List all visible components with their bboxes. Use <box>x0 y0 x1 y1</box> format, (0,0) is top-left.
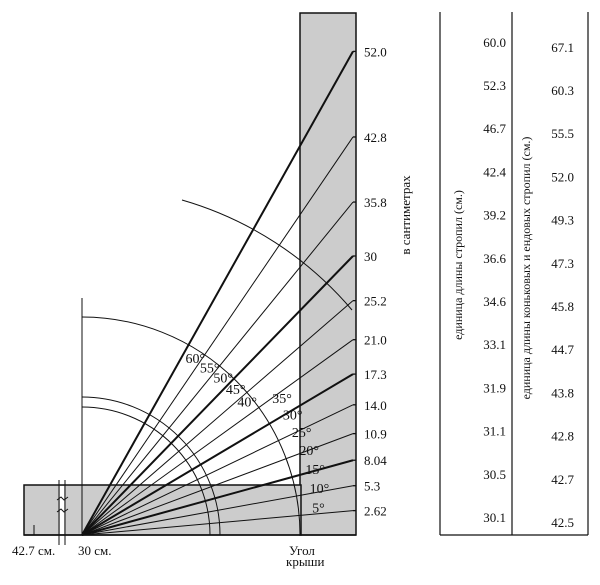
rise-label-35: 21.0 <box>364 333 387 348</box>
left-break-symbol-lower <box>56 508 69 513</box>
angle-label-5: 5° <box>312 501 325 516</box>
rise-label-20: 10.9 <box>364 427 387 442</box>
rafter-length-40: 39.2 <box>483 208 506 223</box>
rafter-ray-40 <box>81 300 354 536</box>
rafter-length-35: 36.6 <box>483 251 506 266</box>
rafter-length-20: 31.9 <box>483 380 506 395</box>
angle-arc-1 <box>81 316 301 536</box>
angle-arcs <box>81 199 353 536</box>
angle-label-50: 50° <box>213 372 233 387</box>
roof-angle-label-2: крыши <box>286 554 325 569</box>
rise-ticks <box>353 50 356 512</box>
rafter-length-5: 30.1 <box>483 510 506 525</box>
rise-label-50: 35.8 <box>364 195 387 210</box>
rise-label-60: 52.0 <box>364 44 387 59</box>
hip-length-20: 43.8 <box>551 385 574 400</box>
rise-label-25: 14.0 <box>364 398 387 413</box>
angle-label-30: 30° <box>283 409 303 424</box>
rise-label-10: 5.3 <box>364 479 380 494</box>
hip-length-40: 49.3 <box>551 213 574 228</box>
hip-length-10: 42.7 <box>551 472 574 487</box>
rafter-ray-10 <box>81 485 354 536</box>
hip-length-25: 44.7 <box>551 342 574 357</box>
rafter-ray-5 <box>81 510 354 536</box>
left-dimension-label: 42.7 см. <box>12 543 55 558</box>
rafter-ray-60 <box>81 50 354 536</box>
length-table: 30.1 30.5 31.1 31.9 33.1 34.6 36.6 39.2 42.4 46.7… <box>439 12 589 536</box>
rafter-length-55: 52.3 <box>483 78 506 93</box>
rise-label-55: 42.8 <box>364 130 387 145</box>
rafter-length-10: 30.5 <box>483 467 506 482</box>
rafter-length-60: 60.0 <box>483 35 506 50</box>
angle-label-60: 60° <box>186 352 206 367</box>
hip-length-45: 52.0 <box>551 169 574 184</box>
rafter-ray-20 <box>81 433 354 536</box>
angle-arc-outer <box>181 199 353 311</box>
left-break-symbol <box>56 496 69 501</box>
rafter-length-column: 30.1 30.5 31.1 31.9 33.1 34.6 36.6 39.2 42.4 46.7… <box>483 35 506 525</box>
rafter-length-15: 31.1 <box>483 424 506 439</box>
angle-label-15: 15° <box>305 463 325 478</box>
angle-label-10: 10° <box>310 482 330 497</box>
rafter-length-50: 46.7 <box>483 121 506 136</box>
angle-arc-2 <box>81 406 211 536</box>
rise-label-5: 2.62 <box>364 504 387 519</box>
rafter-length-45: 42.4 <box>483 164 506 179</box>
hip-length-30: 45.8 <box>551 299 574 314</box>
rise-label-30: 17.3 <box>364 367 387 382</box>
angle-label-55: 55° <box>200 361 220 376</box>
rise-scale-column <box>299 12 357 536</box>
angle-label-25: 25° <box>292 426 312 441</box>
rafter-ray-30 <box>81 373 354 536</box>
hip-length-60: 67.1 <box>551 40 574 55</box>
roof-angle-label-1: Угол <box>289 543 315 558</box>
hip-length-5: 42.5 <box>551 515 574 530</box>
angle-label-20: 20° <box>299 444 319 459</box>
hip-length-15: 42.8 <box>551 429 574 444</box>
rafter-column-label: единица длины стропил (см.) <box>451 190 465 340</box>
rafter-ray-15 <box>81 459 354 536</box>
rafter-ray-25 <box>81 404 354 536</box>
angle-arc-0 <box>81 396 221 536</box>
base-block <box>23 484 302 536</box>
hip-length-column: 42.5 42.7 42.8 43.8 44.7 45.8 47.3 49.3 52.0 55.5… <box>551 40 574 530</box>
angle-label-35: 35° <box>272 392 292 407</box>
rafter-ray-35 <box>81 339 354 536</box>
hip-column-label: единица длины коньковых и ендовых стропи… <box>519 137 533 400</box>
rafter-length-30: 34.6 <box>483 294 506 309</box>
base-dimension-label: 30 см. <box>78 543 112 558</box>
rafter-rays <box>81 50 354 536</box>
rafter-ray-55 <box>81 136 354 536</box>
rise-labels: 2.62 5.3 8.04 10.9 14.0 17.3 21.0 25.2 30 35.8 42.… <box>364 44 387 518</box>
rise-label-15: 8.04 <box>364 453 387 468</box>
rafter-ray-50 <box>81 201 354 536</box>
rafter-ray-45 <box>81 255 354 536</box>
angle-labels: 5° 10° 15° 20° 25° 30° 35° 40°45°50°55°60° <box>186 352 330 516</box>
rise-axis-label: в сантиметрах <box>398 175 413 255</box>
rafter-length-25: 33.1 <box>483 337 506 352</box>
hip-length-35: 47.3 <box>551 256 574 271</box>
hip-length-50: 55.5 <box>551 126 574 141</box>
hip-length-55: 60.3 <box>551 83 574 98</box>
rise-label-40: 25.2 <box>364 294 387 309</box>
rise-label-45: 30 <box>364 249 377 264</box>
angle-label-40: 40° <box>237 396 257 411</box>
angle-label-45: 45° <box>226 383 246 398</box>
